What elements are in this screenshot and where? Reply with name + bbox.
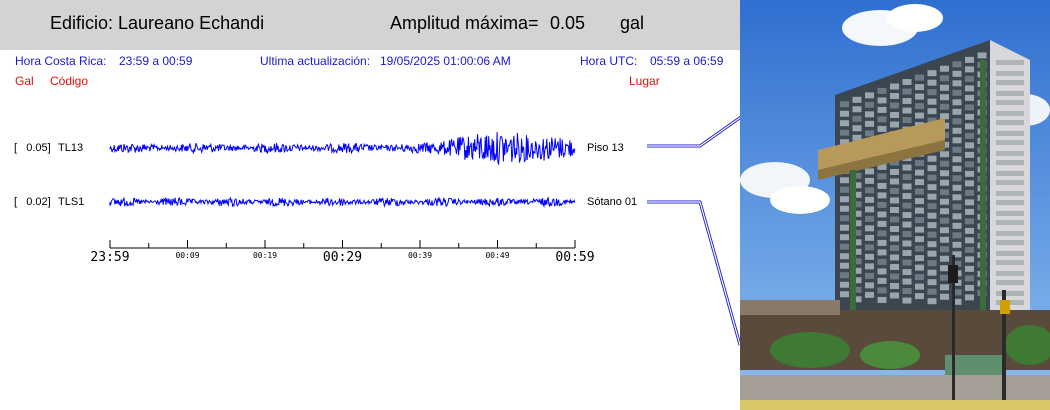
utc-time-range: 05:59 a 06:59 — [650, 54, 724, 68]
seismic-trace-tl13 — [109, 131, 576, 165]
basement-leader-line — [647, 201, 740, 346]
utc-time-label: Hora UTC: — [580, 54, 638, 68]
max-amplitude-value: 0.05 — [550, 13, 586, 33]
building-photo — [740, 0, 1050, 410]
seismic-trace-tls1 — [109, 196, 576, 208]
time-tick-label: 00:39 — [408, 251, 432, 260]
gal-column-header: Gal — [15, 74, 34, 88]
trace-place: Sótano 01 — [587, 196, 638, 208]
basement-leader-line — [647, 200, 740, 346]
time-tick-label: 00:09 — [175, 251, 199, 260]
trace-code: TL13 — [58, 142, 84, 154]
floor-13-leader-line — [647, 99, 740, 147]
last-update-label: Ultima actualización: — [260, 54, 371, 68]
floor-13-leader-line — [647, 98, 740, 148]
trace-code: TLS1 — [58, 196, 85, 208]
code-column-header: Código — [50, 74, 89, 88]
building-title: Edificio: Laureano Echandi — [50, 13, 265, 33]
time-tick-label: 00:29 — [323, 250, 362, 265]
time-tick-label: 00:49 — [485, 251, 509, 260]
place-column-header: Lugar — [629, 74, 660, 88]
last-update-value: 19/05/2025 01:00:06 AM — [380, 54, 511, 68]
trace-place: Piso 13 — [587, 142, 624, 154]
header-bar: Edificio: Laureano Echandi Amplitud máxi… — [0, 0, 740, 50]
max-amplitude-label: Amplitud máxima= — [390, 13, 539, 33]
time-tick-label: 00:59 — [555, 250, 594, 265]
time-tick-label: 00:19 — [253, 251, 277, 260]
trace-gal-value: [ 0.02] — [14, 196, 51, 208]
costa-rica-time-range: 23:59 a 00:59 — [119, 54, 193, 68]
costa-rica-time-label: Hora Costa Rica: — [15, 54, 107, 68]
time-tick-label: 23:59 — [90, 250, 129, 265]
seismogram-chart: 23:59 00:09 00:19 00:29 00:39 00:49 00:59 — [90, 98, 740, 346]
max-amplitude-unit: gal — [620, 13, 645, 33]
trace-gal-value: [ 0.05] — [14, 142, 51, 154]
